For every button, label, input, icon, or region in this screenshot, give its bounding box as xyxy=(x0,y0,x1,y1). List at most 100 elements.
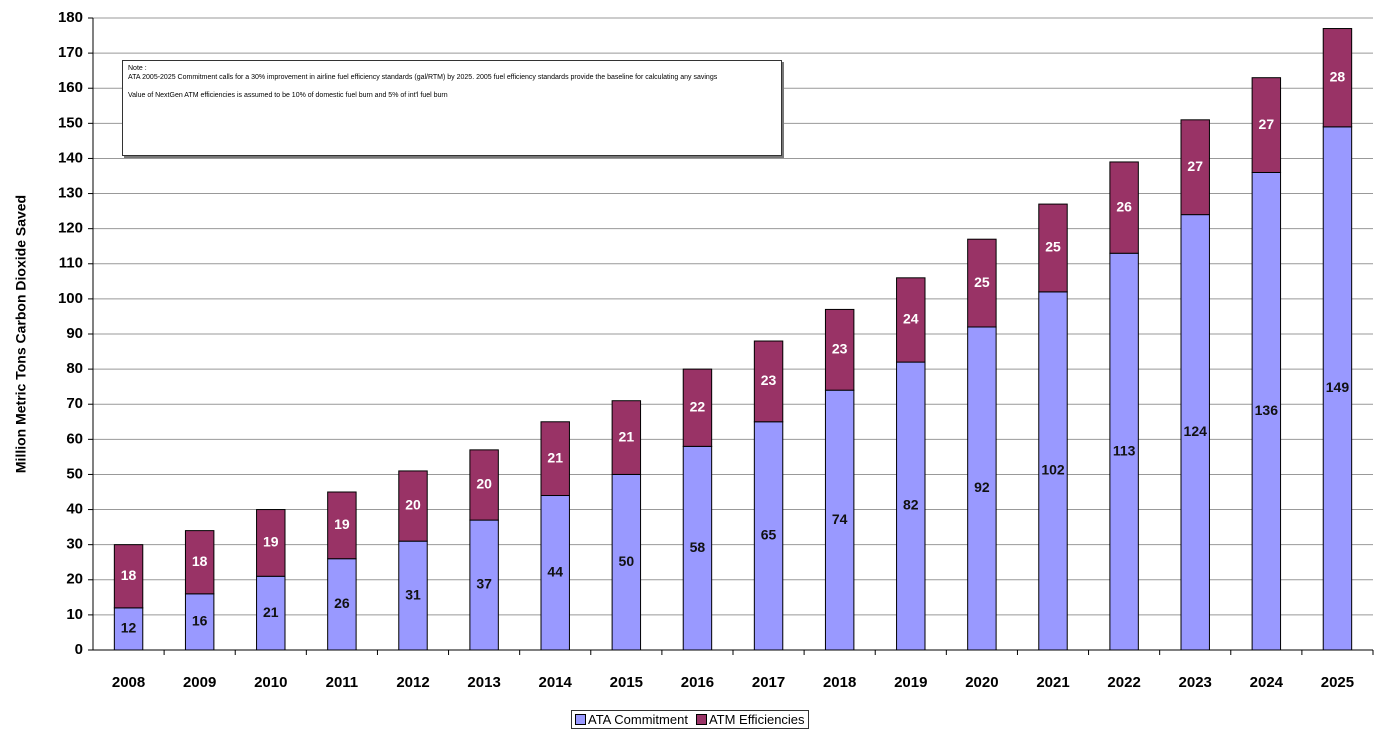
bar-segment xyxy=(682,368,713,447)
x-tick-label: 2021 xyxy=(1036,674,1069,691)
x-tick-label: 2011 xyxy=(326,674,359,691)
data-label: 27 xyxy=(1187,158,1203,174)
data-label: 82 xyxy=(903,497,919,513)
data-label: 27 xyxy=(1259,116,1275,132)
data-label: 18 xyxy=(121,567,137,583)
x-tick-label: 2024 xyxy=(1250,674,1284,691)
x-tick-label: 2018 xyxy=(823,674,856,691)
bar-segment xyxy=(753,421,784,651)
data-label: 50 xyxy=(619,553,635,569)
data-label: 37 xyxy=(476,576,492,592)
y-axis-label: Million Metric Tons Carbon Dioxide Saved xyxy=(13,195,29,473)
y-tick-label: 110 xyxy=(59,255,83,272)
x-tick-label: 2013 xyxy=(467,674,500,691)
bar-segment xyxy=(469,519,499,651)
legend-swatch xyxy=(695,714,707,725)
y-tick-label: 20 xyxy=(66,571,83,588)
y-tick-label: 100 xyxy=(58,290,83,307)
y-tick-label: 120 xyxy=(58,220,83,237)
bar-segment xyxy=(896,361,926,651)
bar-segment xyxy=(256,575,286,651)
bar-segment xyxy=(967,238,997,328)
x-tick-label: 2012 xyxy=(396,674,429,691)
data-label: 26 xyxy=(334,595,350,611)
data-label: 20 xyxy=(476,476,492,492)
data-label: 19 xyxy=(263,534,279,550)
data-label: 28 xyxy=(1330,68,1346,84)
data-label: 12 xyxy=(121,620,137,636)
bar-segment xyxy=(540,495,570,651)
bar-segment xyxy=(896,277,926,363)
bar-segment xyxy=(184,530,215,595)
bar-segment xyxy=(824,308,855,391)
data-label: 124 xyxy=(1184,423,1208,439)
data-label: 18 xyxy=(192,553,208,569)
note-line: ATA 2005-2025 Commitment calls for a 30%… xyxy=(128,74,718,81)
y-tick-label: 170 xyxy=(58,44,83,61)
x-tick-label: 2017 xyxy=(752,674,785,691)
y-tick-label: 130 xyxy=(58,185,83,202)
x-tick-label: 2020 xyxy=(965,674,998,691)
bar-segment xyxy=(540,421,570,497)
data-label: 44 xyxy=(547,563,563,579)
bar-segment xyxy=(113,607,144,651)
note-line: Value of NextGen ATM efficiencies is ass… xyxy=(128,92,448,99)
y-tick-label: 10 xyxy=(66,606,83,623)
x-tick-label: 2009 xyxy=(183,674,216,691)
data-label: 92 xyxy=(974,479,990,495)
y-tick-label: 30 xyxy=(66,536,83,553)
x-tick-label: 2014 xyxy=(539,674,573,691)
x-tick-label: 2010 xyxy=(254,674,287,691)
y-tick-label: 180 xyxy=(58,9,83,26)
bar-segment xyxy=(327,491,357,560)
bar-segment xyxy=(398,540,428,651)
data-label: 65 xyxy=(761,527,777,543)
bar-segment xyxy=(1322,28,1353,128)
bar-segment xyxy=(469,449,499,521)
y-tick-label: 50 xyxy=(66,465,83,482)
y-tick-label: 90 xyxy=(66,325,83,342)
y-tick-label: 70 xyxy=(66,395,83,412)
bar-segment xyxy=(1038,291,1068,651)
data-label: 74 xyxy=(832,511,848,527)
note-box: Note : ATA 2005-2025 Commitment calls fo… xyxy=(122,60,782,156)
data-label: 23 xyxy=(832,341,848,357)
note-title: Note : xyxy=(128,65,147,72)
bar-segment xyxy=(824,389,855,651)
data-label: 136 xyxy=(1255,402,1279,418)
y-tick-label: 160 xyxy=(58,79,83,96)
legend-label: ATM Efficiencies xyxy=(708,712,805,727)
bar-segment xyxy=(184,593,215,651)
legend-item: ATA Commitment xyxy=(575,712,688,727)
y-tick-label: 140 xyxy=(58,149,83,166)
data-label: 113 xyxy=(1113,442,1136,458)
bar-segment xyxy=(611,400,642,475)
data-label: 19 xyxy=(334,516,350,532)
y-tick-label: 150 xyxy=(58,114,83,131)
bar-segment xyxy=(1180,119,1210,216)
bar-segment xyxy=(1180,214,1210,651)
x-tick-label: 2015 xyxy=(610,674,643,691)
bar-segment xyxy=(256,509,286,577)
bar-segment xyxy=(1109,161,1139,254)
x-tick-label: 2016 xyxy=(681,674,714,691)
x-tick-label: 2022 xyxy=(1107,674,1140,691)
bar-segment xyxy=(113,544,144,609)
y-tick-label: 40 xyxy=(66,501,83,518)
x-tick-label: 2008 xyxy=(112,674,145,691)
legend-label: ATA Commitment xyxy=(588,712,688,727)
data-label: 20 xyxy=(405,497,421,513)
data-label: 102 xyxy=(1041,462,1065,478)
y-tick-label: 0 xyxy=(75,641,83,658)
data-label: 21 xyxy=(263,604,279,620)
data-label: 58 xyxy=(690,539,706,555)
legend-swatch xyxy=(575,714,586,725)
data-label: 31 xyxy=(405,586,421,602)
bar-segment xyxy=(1322,126,1353,651)
data-label: 25 xyxy=(974,274,990,290)
x-tick-label: 2025 xyxy=(1321,674,1354,691)
bar-segment xyxy=(967,326,997,651)
data-label: 23 xyxy=(761,372,777,388)
